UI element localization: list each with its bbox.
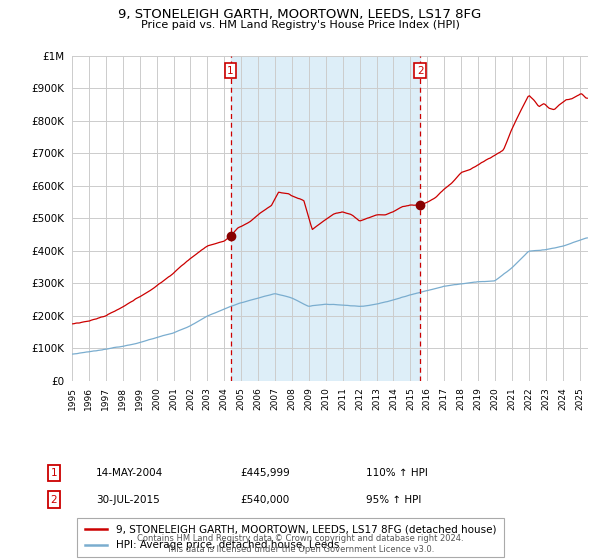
Text: £540,000: £540,000 [240,494,289,505]
Legend: 9, STONELEIGH GARTH, MOORTOWN, LEEDS, LS17 8FG (detached house), HPI: Average pr: 9, STONELEIGH GARTH, MOORTOWN, LEEDS, LS… [77,517,503,557]
Bar [230,56,420,381]
Text: 9, STONELEIGH GARTH, MOORTOWN, LEEDS, LS17 8FG: 9, STONELEIGH GARTH, MOORTOWN, LEEDS, LS… [118,8,482,21]
Text: 95% ↑ HPI: 95% ↑ HPI [366,494,421,505]
Text: 14-MAY-2004: 14-MAY-2004 [96,468,163,478]
Text: Price paid vs. HM Land Registry's House Price Index (HPI): Price paid vs. HM Land Registry's House … [140,20,460,30]
Text: 30-JUL-2015: 30-JUL-2015 [96,494,160,505]
Text: 1: 1 [50,468,58,478]
Text: £445,999: £445,999 [240,468,290,478]
Text: 110% ↑ HPI: 110% ↑ HPI [366,468,428,478]
Text: Contains HM Land Registry data © Crown copyright and database right 2024.
This d: Contains HM Land Registry data © Crown c… [137,534,463,554]
Text: 2: 2 [50,494,58,505]
Text: 1: 1 [227,66,234,76]
Text: 2: 2 [417,66,424,76]
